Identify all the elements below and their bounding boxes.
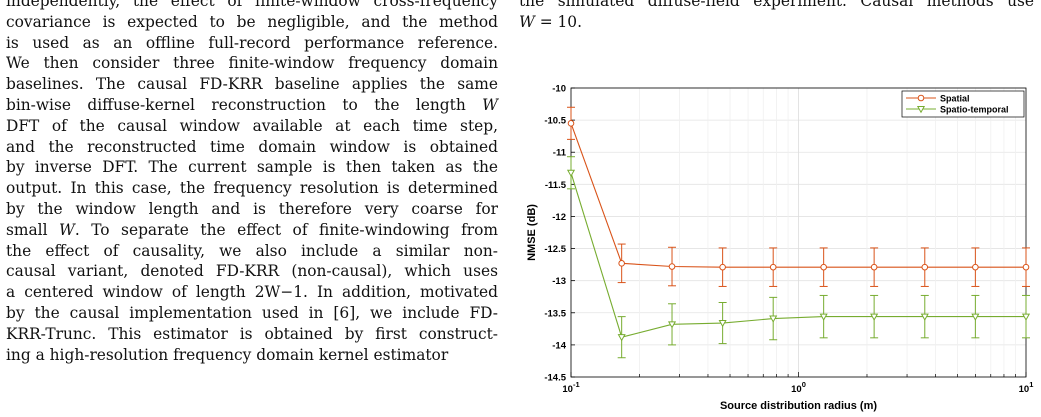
data-point <box>870 263 878 271</box>
data-point <box>819 313 828 321</box>
y-tick-label: -13.5 <box>544 308 566 319</box>
y-tick-label: -13 <box>552 276 566 287</box>
body-text-line: small W. To separate the effect of finit… <box>6 220 499 239</box>
chart-series <box>566 106 1031 359</box>
body-text-line: We then consider three finite-window fre… <box>6 54 498 73</box>
data-point <box>820 263 827 271</box>
data-point <box>618 260 625 267</box>
body-text-line: ing a high-resolution frequency domain k… <box>6 345 449 364</box>
x-axis-label: Source distribution radius (m) <box>720 400 877 412</box>
x-tick-labels: 10-1 100 101 <box>562 380 1033 395</box>
y-tick-label: -10 <box>552 84 566 95</box>
body-text-line: causal variant, denoted FD-KRR (non-caus… <box>6 262 498 281</box>
data-point <box>971 313 980 321</box>
body-text-line: bin-wise diffuse-kernel reconstruction t… <box>6 95 498 114</box>
body-text-line: output. In this case, the frequency reso… <box>6 179 498 198</box>
body-text-line: a centered window of length 2W−1. In add… <box>6 283 498 302</box>
body-text-line: covariance is expected to be negligible,… <box>6 12 498 31</box>
y-tick-label: -12 <box>552 212 566 223</box>
figure-caption-continuation: the simulated diffuse-field experiment. … <box>519 0 1034 33</box>
x-tick-label: 10-1 <box>562 380 579 395</box>
series-line <box>570 172 1026 338</box>
y-tick-label: -11.5 <box>545 180 567 191</box>
body-text-line: independently, the effect of finite-wind… <box>6 0 498 10</box>
data-point <box>617 334 626 342</box>
body-text-line: by inverse DFT. The current sample is th… <box>6 158 498 177</box>
data-point <box>668 263 676 270</box>
data-point <box>870 313 879 321</box>
math-w: W <box>519 12 535 31</box>
chart-grid <box>570 87 1026 378</box>
legend-label: Spatio-temporal <box>940 104 1009 114</box>
body-text-line: by the causal implementation used in [6]… <box>6 303 498 322</box>
caption-line: the simulated diffuse-field experiment. … <box>519 0 1034 10</box>
nmse-chart: -10 -10.5 -11 -11.5 -12 -12.5 -13 -13.5 -14 -14.5… <box>526 84 1033 413</box>
y-axis-label: NMSE (dB) <box>526 204 538 261</box>
body-text-line: the effect of causality, we also include… <box>6 241 498 260</box>
series-line <box>570 123 1026 268</box>
data-point <box>567 120 575 127</box>
body-text-left-column: independently, the effect of finite-wind… <box>6 0 498 365</box>
data-point <box>769 263 777 271</box>
x-tick-label: 101 <box>1019 380 1034 395</box>
data-point <box>1022 263 1030 271</box>
y-tick-label: -14.5 <box>544 373 566 384</box>
legend-marker <box>916 106 926 114</box>
data-point <box>719 263 726 271</box>
y-tick-label: -14 <box>552 340 566 351</box>
body-text-line: DFT of the causal window available at ea… <box>6 116 498 135</box>
body-text-line: KRR-Trunc. This estimator is obtained by… <box>6 324 498 343</box>
data-point <box>1021 313 1031 321</box>
body-text-line: is used as an offline full-record perfor… <box>6 33 498 52</box>
y-tick-label: -11 <box>553 148 567 159</box>
data-point <box>769 315 778 323</box>
series-spatial <box>567 106 1030 287</box>
body-text-line: by the window length and is therefore ve… <box>6 199 498 218</box>
data-point <box>921 263 929 271</box>
y-tick-label: -12.5 <box>544 244 566 255</box>
legend-label: Spatial <box>940 93 970 103</box>
legend-marker <box>917 94 925 102</box>
caption-line-math: W = 10. <box>519 12 582 31</box>
series-spatio-temporal <box>566 156 1031 359</box>
y-tick-labels: -10 -10.5 -11 -11.5 -12 -12.5 -13 -13.5 -14 -14.5 <box>544 84 566 384</box>
data-point <box>920 313 929 321</box>
y-tick-label: -10.5 <box>544 116 566 127</box>
x-tick-label: 100 <box>791 380 806 395</box>
data-point <box>972 263 979 271</box>
body-text-line: and the reconstructed time domain window… <box>6 137 498 156</box>
data-point <box>667 321 677 329</box>
body-text-line: baselines. The causal FD-KRR baseline ap… <box>6 75 498 94</box>
data-point <box>718 320 727 328</box>
data-point <box>566 169 576 177</box>
